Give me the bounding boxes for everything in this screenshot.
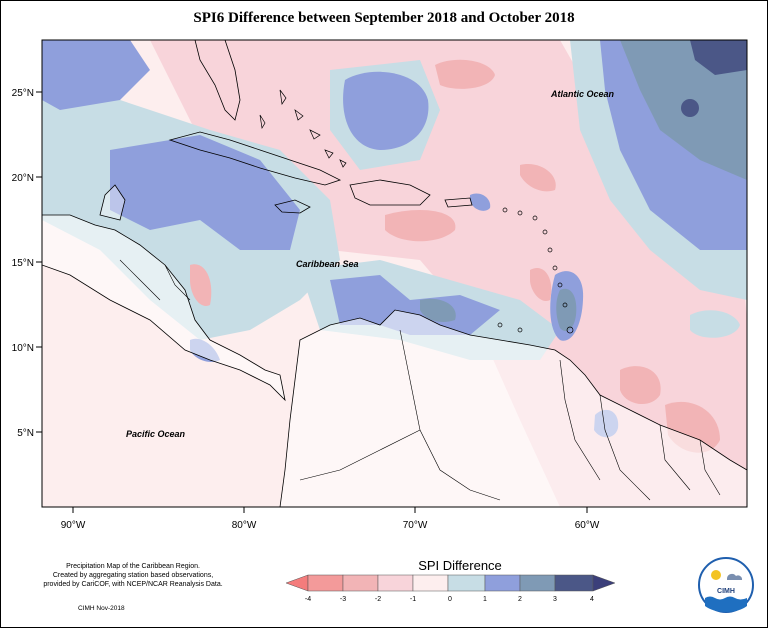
lon-label-60: 60°W: [575, 520, 600, 531]
light-blue-spot-east: [690, 310, 740, 338]
legend-tick: -1: [410, 596, 416, 603]
legend-swatch: [377, 574, 414, 592]
legend-swatch: [519, 574, 556, 592]
wave-icon: [705, 596, 747, 612]
land-cuba: [168, 131, 342, 186]
legend-title: SPI Difference: [418, 558, 502, 573]
lat-ticks: [36, 91, 42, 433]
dark-spot-atlantic: [681, 99, 699, 117]
lon-label-80: 80°W: [232, 520, 257, 531]
land-central-america: [42, 214, 286, 402]
legend-swatch: [484, 574, 521, 592]
lat-label-5: 5°N: [17, 428, 34, 439]
legend-arrow-high: [592, 574, 616, 592]
lon-ticks: [72, 507, 588, 513]
legend-tick: 4: [590, 596, 594, 603]
legend-arrow-low: [285, 574, 309, 592]
pink-spot-hispaniola: [385, 210, 456, 242]
legend-tick: 0: [448, 596, 452, 603]
lat-label-25: 25°N: [12, 88, 34, 99]
credits-date: CIMH Nov-2018: [78, 605, 125, 612]
land-yucatan: [99, 184, 126, 221]
country-borders: [119, 259, 721, 501]
pink-spot-windward: [530, 268, 552, 301]
pink-spot-east: [520, 164, 556, 192]
land-puerto-rico: [444, 197, 473, 208]
lat-label-10: 10°N: [12, 343, 34, 354]
credits-block: Precipitation Map of the Caribbean Regio…: [18, 562, 248, 589]
lat-label-20: 20°N: [12, 173, 34, 184]
lon-label-90: 90°W: [61, 520, 86, 531]
legend-tick: 2: [518, 596, 522, 603]
dark-zone-northeast: [690, 40, 747, 75]
lat-label-15: 15°N: [12, 258, 34, 269]
pink-spot-guiana: [620, 366, 661, 405]
logo-text: CIMH: [717, 588, 735, 595]
legend-colorbar: [285, 574, 616, 592]
blue-zone-gulf: [110, 135, 300, 250]
credits-line: provided by CariCOF, with NCEP/NCAR Rean…: [43, 581, 223, 588]
legend-tick: 3: [553, 596, 557, 603]
map-border: [41, 39, 748, 508]
land-south-america: [279, 309, 747, 507]
blue-zone-bahamas: [343, 71, 429, 150]
land-florida: [194, 40, 241, 121]
blue-zone-venezuela-coast: [330, 275, 500, 335]
slate-spot-antilles: [556, 288, 577, 332]
cimh-logo: CIMH: [698, 557, 754, 613]
legend-swatch: [342, 574, 379, 592]
legend-tick: -3: [340, 596, 346, 603]
blue-spot-puerto-rico: [470, 193, 491, 211]
legend-tick: -4: [305, 596, 311, 603]
legend-swatch: [447, 574, 486, 592]
land-bahamas: [259, 89, 347, 168]
legend-swatch: [307, 574, 344, 592]
legend-tick: -2: [375, 596, 381, 603]
lon-label-70: 70°W: [403, 520, 428, 531]
map-title: SPI6 Difference between September 2018 a…: [193, 10, 575, 26]
slate-spot-coast: [420, 298, 456, 322]
blue-zone-northwest: [42, 40, 150, 110]
legend-tick: 1: [483, 596, 487, 603]
land-jamaica: [274, 199, 311, 214]
cloud-icon: [727, 573, 743, 580]
pink-spot-north: [435, 59, 495, 89]
legend-swatch: [554, 574, 594, 592]
sun-icon: [711, 570, 721, 580]
credits-line: Created by aggregating station based obs…: [52, 572, 214, 579]
land-lesser-antilles: [497, 207, 574, 334]
legend-swatch: [412, 574, 449, 592]
label-pacific-ocean: Pacific Ocean: [126, 429, 186, 439]
label-caribbean-sea: Caribbean Sea: [296, 259, 359, 269]
land-hispaniola: [349, 179, 431, 206]
pink-spot-nicaragua: [190, 264, 212, 306]
credits-line: Precipitation Map of the Caribbean Regio…: [66, 563, 200, 570]
label-atlantic-ocean: Atlantic Ocean: [550, 89, 615, 99]
